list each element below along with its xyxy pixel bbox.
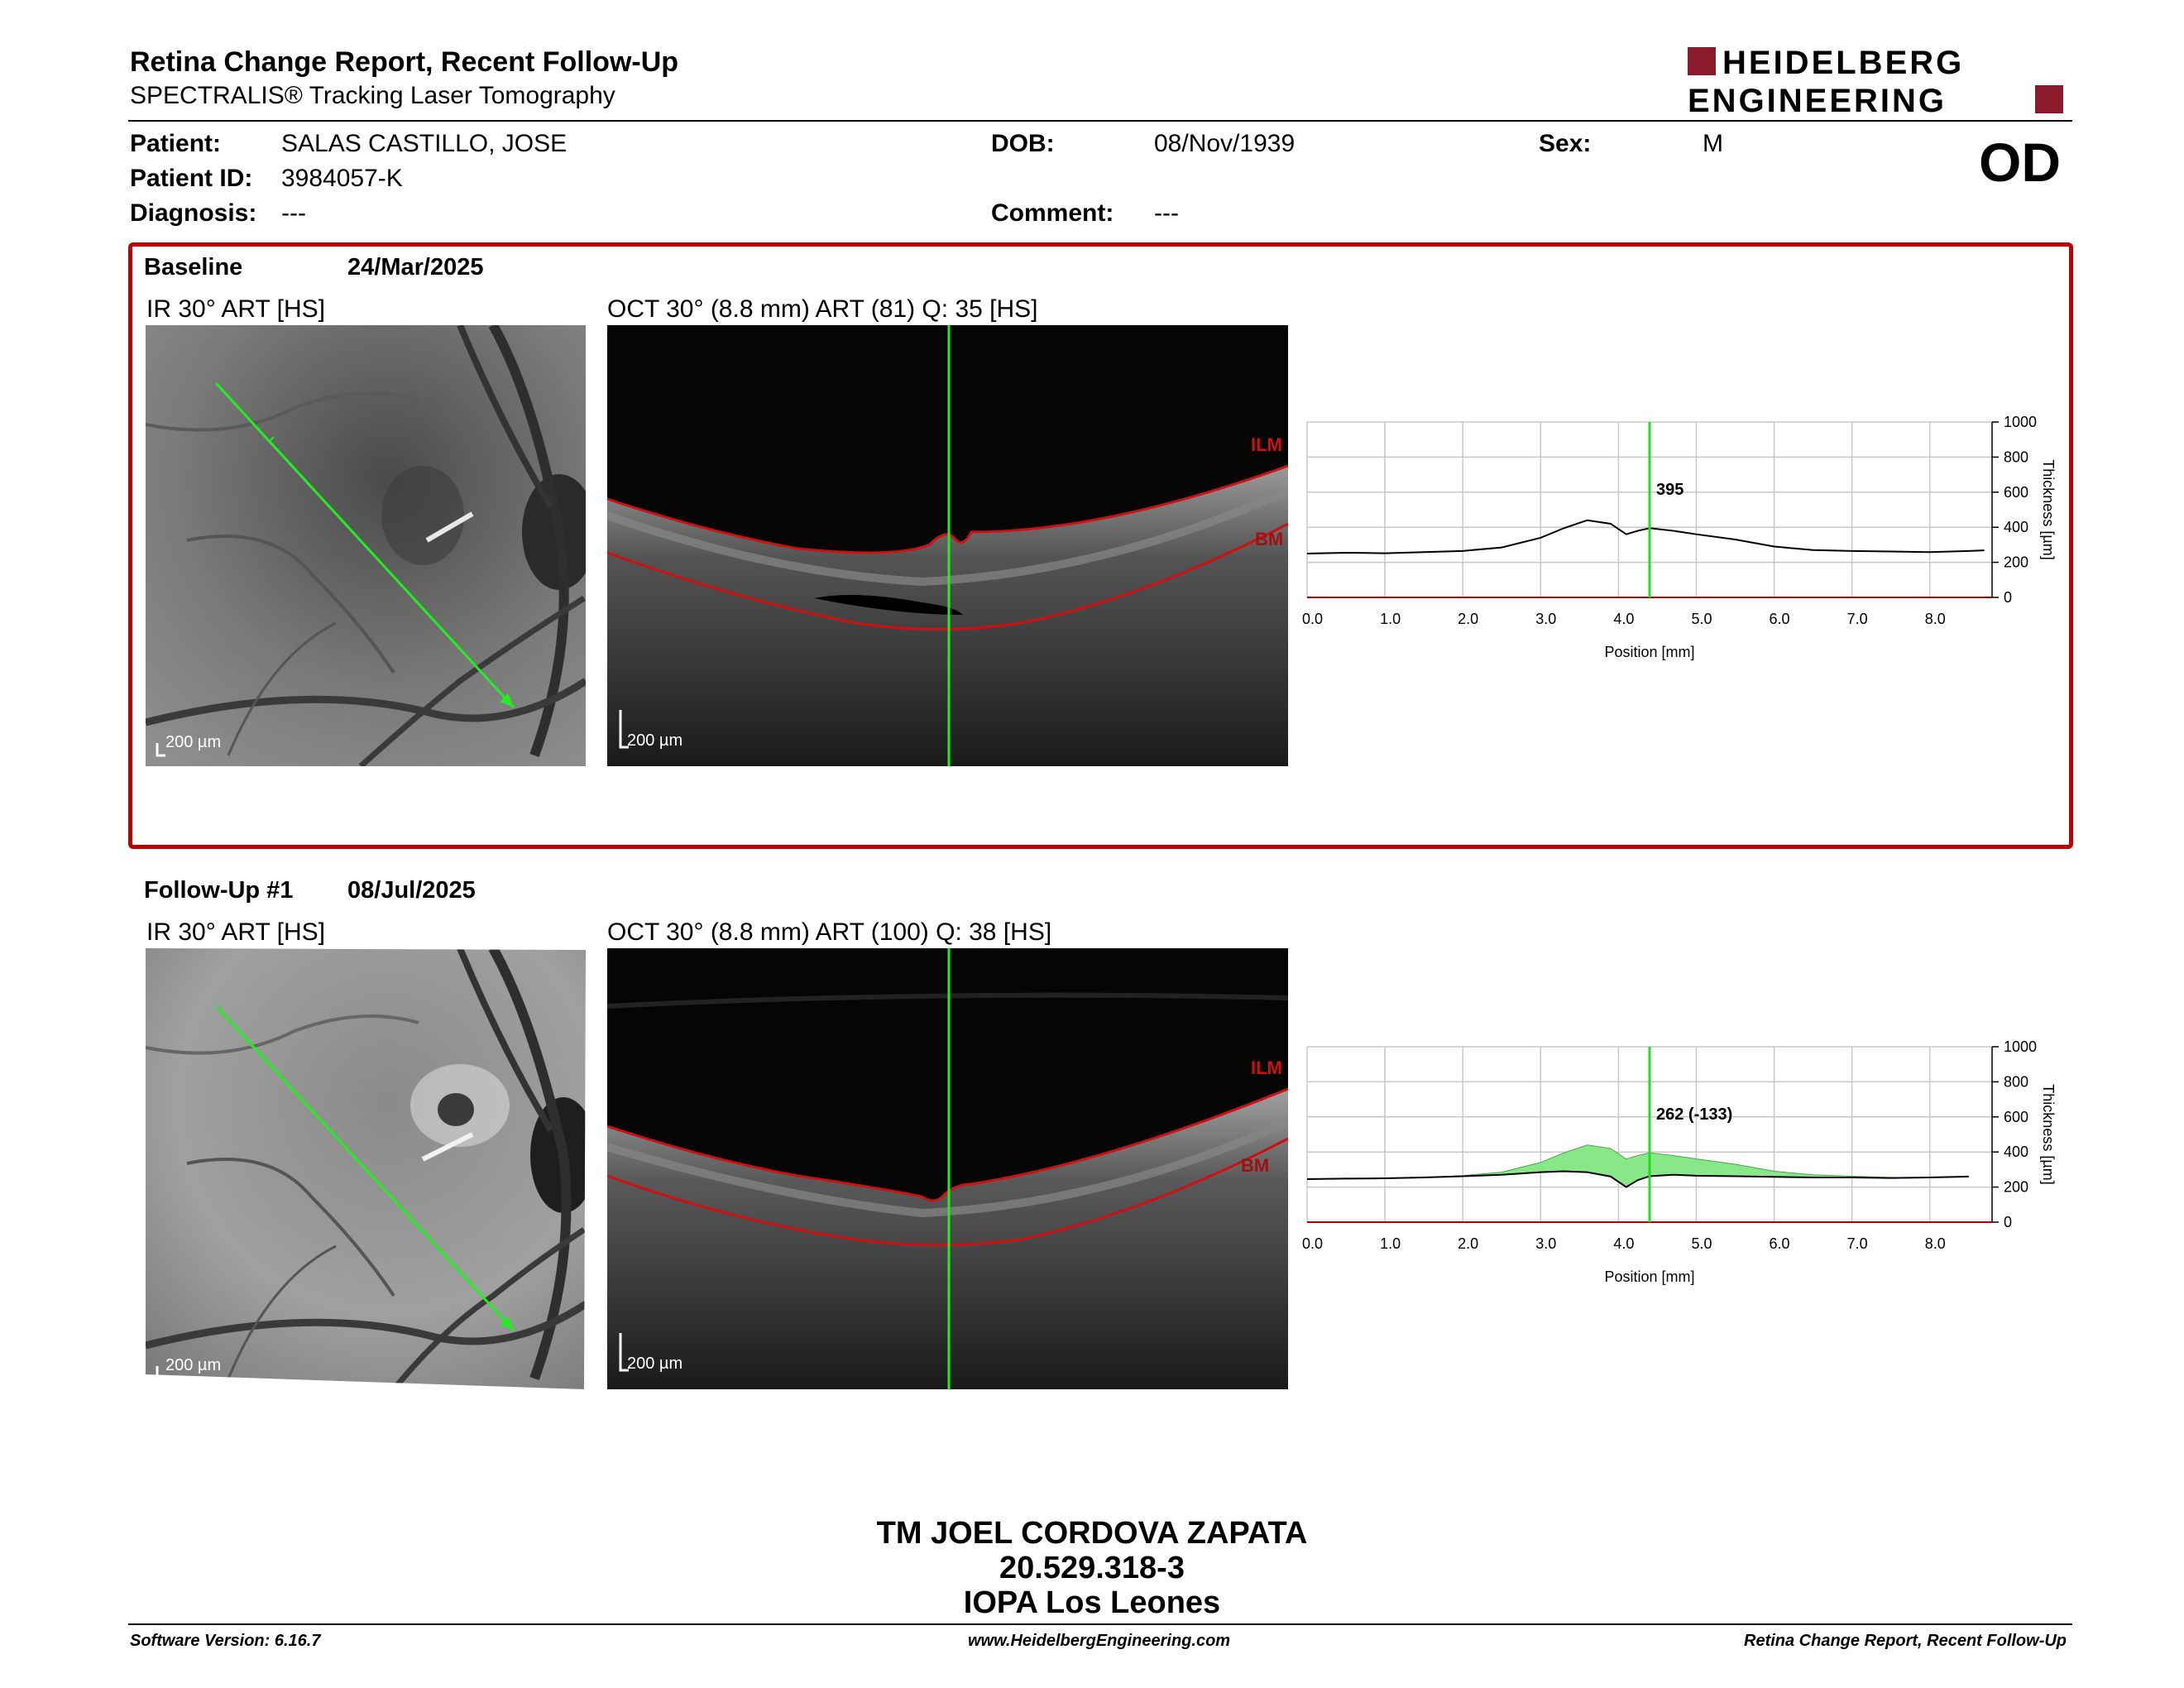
baseline-ilm-label: ILM bbox=[1251, 434, 1282, 455]
x-tick-label: 2.0 bbox=[1458, 1235, 1478, 1252]
x-tick-label: 0.0 bbox=[1302, 611, 1323, 627]
x-tick-label: 2.0 bbox=[1458, 611, 1478, 627]
header-divider bbox=[128, 120, 2072, 122]
diagnosis-label: Diagnosis: bbox=[130, 199, 257, 227]
x-axis-label: Position [mm] bbox=[1604, 1268, 1694, 1285]
x-tick-label: 8.0 bbox=[1925, 1235, 1946, 1252]
thickness-readout: 262 (-133) bbox=[1656, 1105, 1732, 1124]
signature-id: 20.529.318-3 bbox=[999, 1551, 1185, 1585]
y-tick-label: 600 bbox=[2004, 1109, 2028, 1125]
website-link[interactable]: www.HeidelbergEngineering.com bbox=[968, 1632, 1231, 1650]
y-tick-label: 1000 bbox=[2004, 1038, 2037, 1055]
y-tick-label: 200 bbox=[2004, 554, 2028, 571]
eye-indicator: OD bbox=[1979, 132, 2061, 193]
x-tick-label: 7.0 bbox=[1847, 611, 1868, 627]
y-axis-label: Thickness [µm] bbox=[2040, 459, 2057, 559]
sex-value: M bbox=[1703, 130, 1723, 157]
y-tick-label: 0 bbox=[2004, 1214, 2012, 1230]
baseline-date: 24/Mar/2025 bbox=[347, 254, 484, 281]
followup-ir-image[interactable]: 200 µm bbox=[146, 948, 586, 1389]
y-axis-label: Thickness [µm] bbox=[2040, 1084, 2057, 1184]
dob-label: DOB: bbox=[991, 130, 1055, 157]
baseline-thickness-chart: 0.0 1.0 2.0 3.0 4.0 5.0 6.0 7.0 8.0 0 200 400 600 800… bbox=[1291, 405, 2085, 679]
logo-line2: ENGINEERING bbox=[1688, 83, 1947, 115]
x-tick-label: 6.0 bbox=[1770, 611, 1790, 627]
sex-label: Sex: bbox=[1539, 130, 1592, 157]
thickness-readout: 395 bbox=[1656, 481, 1684, 499]
y-tick-label: 1000 bbox=[2004, 414, 2037, 430]
report-subtitle: SPECTRALIS® Tracking Laser Tomography bbox=[130, 82, 615, 109]
baseline-oct-label: OCT 30° (8.8 mm) ART (81) Q: 35 [HS] bbox=[607, 295, 1038, 323]
baseline-ir-scale: 200 µm bbox=[165, 733, 221, 751]
followup-thickness-chart: 0.0 1.0 2.0 3.0 4.0 5.0 6.0 7.0 8.0 0 200 400 600 800… bbox=[1291, 1030, 2085, 1303]
y-tick-label: 0 bbox=[2004, 589, 2012, 606]
followup-label: Follow-Up #1 bbox=[144, 877, 294, 904]
x-axis-label: Position [mm] bbox=[1604, 644, 1694, 660]
footer-report-name: Retina Change Report, Recent Follow-Up bbox=[1744, 1632, 2067, 1650]
y-tick-label: 200 bbox=[2004, 1179, 2028, 1196]
x-tick-label: 7.0 bbox=[1847, 1235, 1868, 1252]
patient-id-label: Patient ID: bbox=[130, 165, 253, 192]
y-tick-label: 400 bbox=[2004, 519, 2028, 535]
followup-ir-scale: 200 µm bbox=[165, 1356, 221, 1374]
diagnosis-value: --- bbox=[281, 199, 306, 227]
baseline-thickness-line bbox=[1306, 519, 1985, 554]
x-tick-label: 3.0 bbox=[1535, 1235, 1556, 1252]
x-tick-label: 4.0 bbox=[1613, 611, 1634, 627]
patient-label: Patient: bbox=[130, 130, 222, 157]
baseline-section bbox=[128, 242, 2073, 849]
followup-ilm-label: ILM bbox=[1251, 1057, 1282, 1078]
y-tick-label: 800 bbox=[2004, 448, 2028, 465]
x-tick-label: 1.0 bbox=[1380, 1235, 1401, 1252]
baseline-label: Baseline bbox=[144, 254, 243, 281]
software-version: Software Version: 6.16.7 bbox=[130, 1632, 321, 1650]
heidelberg-logo: HEIDELBERG ENGINEERING bbox=[1688, 45, 2068, 119]
y-tick-label: 400 bbox=[2004, 1144, 2028, 1160]
patient-name: SALAS CASTILLO, JOSE bbox=[281, 130, 568, 157]
signature-name: TM JOEL CORDOVA ZAPATA bbox=[876, 1516, 1308, 1551]
patient-id: 3984057-K bbox=[281, 165, 403, 192]
baseline-bm-label: BM bbox=[1255, 529, 1283, 549]
x-tick-label: 3.0 bbox=[1535, 611, 1556, 627]
comment-value: --- bbox=[1154, 199, 1179, 227]
followup-bm-label: BM bbox=[1241, 1155, 1269, 1176]
followup-oct-label: OCT 30° (8.8 mm) ART (100) Q: 38 [HS] bbox=[607, 918, 1052, 946]
baseline-ir-image[interactable]: 200 µm bbox=[146, 325, 586, 766]
x-tick-label: 5.0 bbox=[1691, 611, 1712, 627]
x-tick-label: 0.0 bbox=[1302, 1235, 1323, 1252]
followup-thickness-line bbox=[1306, 1170, 1969, 1188]
report-title: Retina Change Report, Recent Follow-Up bbox=[130, 46, 679, 78]
x-tick-label: 1.0 bbox=[1380, 611, 1401, 627]
dob-value: 08/Nov/1939 bbox=[1154, 130, 1296, 157]
signature-clinic: IOPA Los Leones bbox=[963, 1585, 1221, 1620]
followup-ir-label: IR 30° ART [HS] bbox=[146, 918, 325, 946]
comment-label: Comment: bbox=[991, 199, 1114, 227]
y-tick-label: 600 bbox=[2004, 484, 2028, 501]
x-tick-label: 8.0 bbox=[1925, 611, 1946, 627]
followup-date: 08/Jul/2025 bbox=[347, 877, 476, 904]
y-tick-label: 800 bbox=[2004, 1073, 2028, 1090]
baseline-oct-scale: 200 µm bbox=[627, 731, 682, 750]
footer-divider bbox=[128, 1623, 2072, 1625]
logo-line1: HEIDELBERG bbox=[1722, 46, 1964, 81]
x-tick-label: 6.0 bbox=[1770, 1235, 1790, 1252]
followup-oct-image[interactable]: ILM BM 200 µm bbox=[607, 948, 1288, 1389]
baseline-ir-label: IR 30° ART [HS] bbox=[146, 295, 325, 323]
baseline-oct-image[interactable]: ILM BM 200 µm bbox=[607, 325, 1288, 766]
x-tick-label: 5.0 bbox=[1691, 1235, 1712, 1252]
x-tick-label: 4.0 bbox=[1613, 1235, 1634, 1252]
followup-oct-scale: 200 µm bbox=[627, 1355, 682, 1373]
